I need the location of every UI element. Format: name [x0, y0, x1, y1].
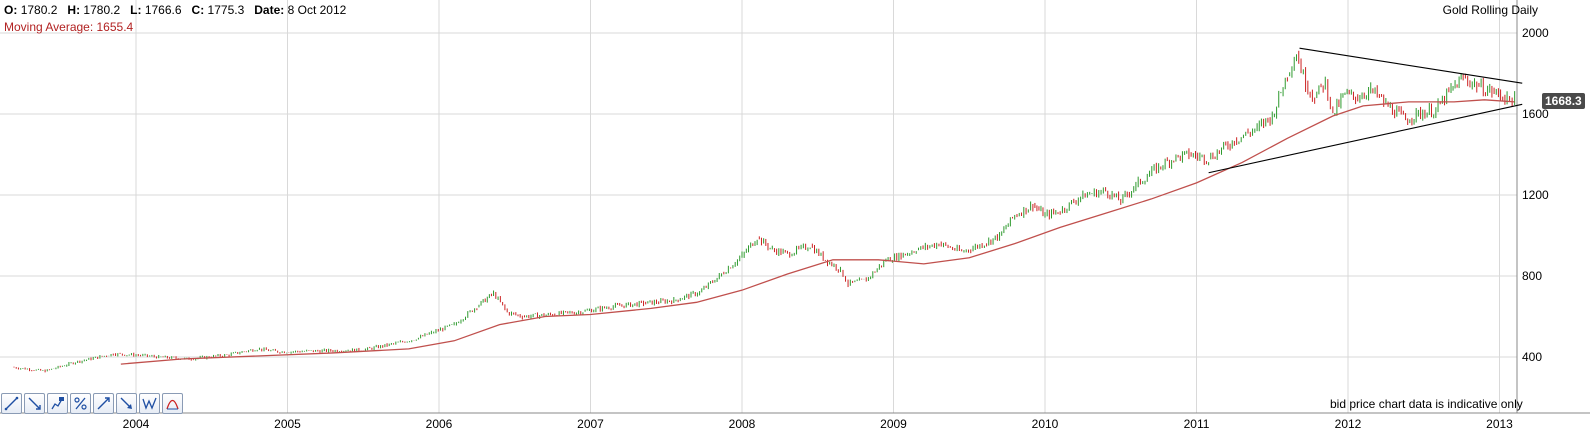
disclaimer-note: bid price chart data is indicative only — [1330, 397, 1523, 411]
arrow-down-tool[interactable] — [116, 393, 137, 414]
trendline — [1299, 47, 1523, 84]
x-tick-label: 2005 — [274, 417, 301, 431]
x-tick-label: 2008 — [729, 417, 756, 431]
wave-tool[interactable] — [139, 393, 160, 414]
x-tick-label: 2013 — [1486, 417, 1513, 431]
close-value: 1775.3 — [207, 3, 245, 17]
arc-icon — [166, 399, 179, 410]
down-trend-tool[interactable] — [24, 393, 45, 414]
ohlc-readout: O: 1780.2 H: 1780.2 L: 1766.6 C: 1775.3 … — [4, 3, 346, 17]
low-value: 1766.6 — [144, 3, 182, 17]
percent-tool[interactable] — [70, 393, 91, 414]
date-value: 8 Oct 2012 — [287, 3, 347, 17]
trendline — [1208, 103, 1523, 174]
down-trend-icon — [28, 397, 41, 410]
x-tick-label: 2006 — [426, 417, 453, 431]
y-tick-label: 800 — [1522, 269, 1542, 283]
y-tick-label: 2000 — [1522, 26, 1549, 40]
y-tick-label: 400 — [1522, 350, 1542, 364]
up-trend-icon — [97, 397, 110, 410]
x-tick-label: 2011 — [1184, 417, 1210, 431]
moving-average-readout: Moving Average: 1655.4 — [4, 20, 134, 34]
trend-line-icon — [4, 396, 19, 411]
percent-icon — [74, 397, 87, 410]
chart-title: Gold Rolling Daily — [1442, 3, 1538, 17]
moving-average-line — [120, 99, 1515, 365]
high-label: H: — [67, 3, 81, 17]
x-tick-label: 2004 — [123, 417, 150, 431]
current-price-tag: 1668.3 — [1542, 93, 1585, 109]
y-tick-label: 1200 — [1522, 188, 1549, 202]
x-tick-label: 2009 — [880, 417, 907, 431]
trend-line-tool[interactable] — [1, 393, 22, 414]
x-tick-label: 2010 — [1032, 417, 1059, 431]
x-tick-label: 2012 — [1335, 417, 1362, 431]
wave-icon — [142, 397, 157, 410]
y-tick-label: 1600 — [1522, 107, 1549, 121]
arrow-down-icon — [120, 397, 132, 409]
candlestick-series — [13, 50, 1516, 373]
close-label: C: — [191, 3, 205, 17]
open-label: O: — [4, 3, 18, 17]
low-label: L: — [130, 3, 142, 17]
date-label: Date: — [254, 3, 285, 17]
price-label-tool[interactable] — [47, 393, 68, 414]
up-trend-tool[interactable] — [93, 393, 114, 414]
arc-tool[interactable] — [162, 393, 183, 414]
open-value: 1780.2 — [20, 3, 58, 17]
x-tick-label: 2007 — [577, 417, 604, 431]
high-value: 1780.2 — [83, 3, 121, 17]
price-label-icon — [51, 397, 64, 410]
drawing-toolbar — [1, 393, 185, 414]
